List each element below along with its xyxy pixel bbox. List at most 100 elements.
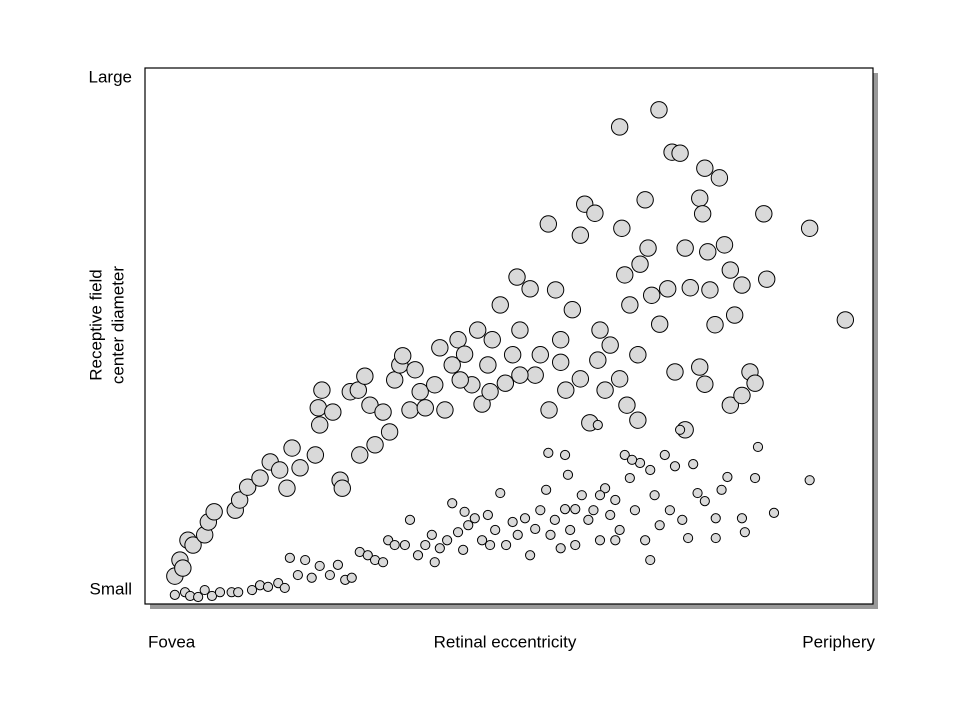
scatter-point (484, 539, 496, 551)
scatter-point (356, 367, 374, 385)
y-tick-label: Large (89, 67, 132, 86)
scatter-point (530, 523, 541, 535)
scatter-point (306, 446, 325, 464)
scatter-point (645, 554, 656, 566)
scatter-point (314, 560, 325, 572)
scatter-point (401, 401, 419, 419)
scatter-point (545, 529, 556, 540)
scatter-point (676, 239, 694, 257)
scatter-point (605, 509, 616, 521)
scatter-point (199, 584, 210, 596)
scatter-point (640, 535, 651, 546)
scatter-point (571, 370, 590, 388)
scatter-point (426, 376, 444, 394)
scatter-point (412, 550, 424, 561)
scatter-point (570, 539, 581, 551)
scatter-point (551, 331, 570, 349)
scatter-point (682, 532, 694, 544)
scatter-point (300, 554, 311, 566)
scatter-point (629, 346, 647, 364)
scatter-point (389, 539, 400, 551)
scatter-point (262, 581, 274, 592)
scatter-point (251, 469, 269, 487)
scatter-point (583, 514, 594, 525)
scatter-point (496, 374, 515, 392)
scatter-point (616, 266, 634, 284)
scatter-point (736, 513, 748, 524)
scatter-point (473, 395, 491, 413)
scatter-point (233, 587, 244, 598)
scatter-point (592, 419, 603, 431)
scatter-point (733, 276, 751, 294)
scatter-point (411, 383, 429, 401)
scatter-point (374, 403, 392, 421)
scatter-point (599, 483, 611, 494)
scatter-point (543, 447, 554, 458)
scatter-point (591, 321, 609, 339)
scatter-point (596, 381, 614, 399)
scatter-point (589, 351, 607, 369)
scatter-point (377, 557, 389, 568)
scatter-point (626, 454, 638, 465)
scatter-point (449, 331, 467, 349)
scatter-point (495, 487, 506, 499)
scatter-point (725, 306, 744, 324)
scatter-point (752, 441, 764, 453)
scatter-point (659, 280, 677, 298)
scatter-point (549, 514, 560, 525)
scatter-point (184, 536, 202, 554)
scatter-point (426, 529, 437, 540)
scatter-point (174, 559, 192, 577)
scatter-point (654, 520, 665, 531)
scatter-point (386, 371, 404, 389)
scatter-point (351, 446, 369, 464)
y-axis-label-line: center diameter (108, 266, 127, 384)
scatter-point (380, 423, 399, 441)
scatter-point (291, 459, 309, 477)
scatter-point (324, 569, 336, 581)
scatter-point (406, 361, 424, 379)
scatter-point (346, 572, 357, 583)
scatter-point (722, 471, 733, 483)
scatter-point (507, 516, 518, 528)
scatter-point (618, 396, 636, 414)
scatter-point (570, 504, 581, 515)
x-tick-label: Fovea (148, 632, 196, 651)
scatter-point (594, 535, 606, 546)
scatter-point (645, 464, 656, 476)
scatter-point (666, 363, 684, 381)
scatter-point (214, 587, 226, 598)
scatter-point (451, 371, 469, 389)
scatter-point (639, 239, 657, 257)
scatter-point (691, 189, 709, 207)
scatter-point (512, 529, 523, 540)
scatter-point (559, 449, 571, 461)
scatter-point (394, 347, 412, 365)
scatter-point (631, 255, 649, 273)
scatter-point (619, 449, 630, 461)
scatter-point (442, 535, 453, 546)
scatter-point (521, 280, 539, 298)
scatter-point (292, 569, 303, 581)
scatter-point (588, 505, 599, 516)
scatter-point (246, 584, 258, 596)
scatter-point (476, 535, 488, 546)
scatter-point (836, 311, 855, 329)
scatter-point (601, 336, 619, 354)
scatter-point (677, 514, 688, 525)
scatter-point (693, 205, 712, 223)
scatter-point (540, 401, 558, 419)
scatter-point (531, 346, 550, 364)
scatter-point (594, 490, 606, 501)
scatter-point (539, 215, 558, 233)
scatter-point (541, 484, 552, 495)
scatter-point (434, 543, 445, 554)
scatter-point (715, 236, 734, 254)
scatter-point (333, 479, 351, 497)
scatter-point (313, 381, 331, 399)
scatter-point (688, 459, 699, 470)
scatter-point (586, 204, 604, 222)
scatter-point (468, 321, 487, 339)
scatter-point (519, 513, 531, 524)
scatter-point (562, 469, 574, 480)
